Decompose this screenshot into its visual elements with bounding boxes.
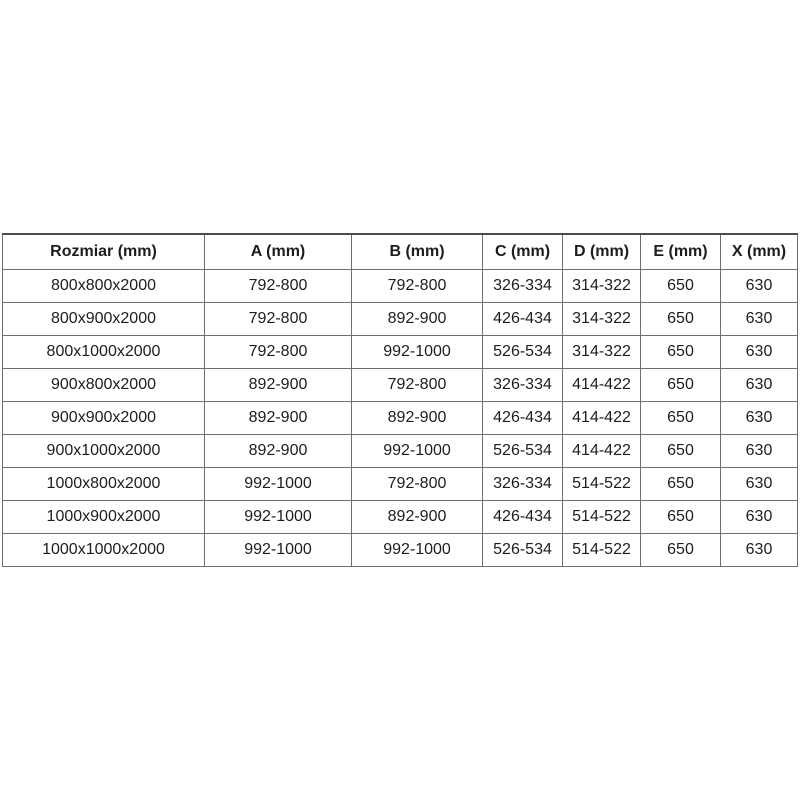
- dimension-cell: 630: [720, 401, 798, 435]
- dimension-table-container: Rozmiar (mm) A (mm) B (mm) C (mm) D (mm) E (m…: [2, 233, 798, 567]
- dimension-cell: 792-800: [351, 368, 483, 402]
- column-header: B (mm): [351, 233, 483, 270]
- size-cell: 1000x800x2000: [2, 467, 205, 501]
- dimension-cell: 992-1000: [351, 533, 483, 567]
- dimension-cell: 630: [720, 500, 798, 534]
- dimension-cell: 792-800: [351, 467, 483, 501]
- dimension-cell: 314-322: [562, 335, 641, 369]
- table-row: 900x1000x2000 892-900 992-1000 526-534 414-4…: [2, 434, 798, 468]
- column-header: Rozmiar (mm): [2, 233, 205, 270]
- size-cell: 800x1000x2000: [2, 335, 205, 369]
- dimension-cell: 426-434: [482, 500, 563, 534]
- dimension-cell: 326-334: [482, 368, 563, 402]
- dimension-cell: 650: [640, 500, 721, 534]
- dimension-cell: 650: [640, 467, 721, 501]
- table-body: 800x800x2000 792-800 792-800 326-334 314-322…: [2, 269, 798, 567]
- table-row: 1000x800x2000 992-1000 792-800 326-334 514-5…: [2, 467, 798, 501]
- dimension-cell: 992-1000: [351, 434, 483, 468]
- dimension-cell: 526-534: [482, 434, 563, 468]
- dimension-cell: 892-900: [351, 500, 483, 534]
- column-header: C (mm): [482, 233, 563, 270]
- dimension-cell: 314-322: [562, 302, 641, 336]
- dimension-cell: 792-800: [204, 335, 352, 369]
- dimension-cell: 326-334: [482, 269, 563, 303]
- dimension-cell: 650: [640, 335, 721, 369]
- dimension-cell: 992-1000: [204, 500, 352, 534]
- dimension-cell: 650: [640, 434, 721, 468]
- dimensions-table: Rozmiar (mm) A (mm) B (mm) C (mm) D (mm) E (m…: [2, 233, 798, 567]
- size-cell: 900x1000x2000: [2, 434, 205, 468]
- table-row: 800x1000x2000 792-800 992-1000 526-534 314-3…: [2, 335, 798, 369]
- dimension-cell: 992-1000: [351, 335, 483, 369]
- dimension-cell: 792-800: [351, 269, 483, 303]
- size-cell: 1000x900x2000: [2, 500, 205, 534]
- dimension-cell: 792-800: [204, 302, 352, 336]
- dimension-cell: 892-900: [351, 401, 483, 435]
- size-cell: 800x800x2000: [2, 269, 205, 303]
- dimension-cell: 630: [720, 533, 798, 567]
- dimension-cell: 650: [640, 269, 721, 303]
- dimension-cell: 892-900: [204, 434, 352, 468]
- column-header: X (mm): [720, 233, 798, 270]
- column-header: D (mm): [562, 233, 641, 270]
- dimension-cell: 630: [720, 335, 798, 369]
- dimension-cell: 514-522: [562, 533, 641, 567]
- column-header: A (mm): [204, 233, 352, 270]
- table-header-row: Rozmiar (mm) A (mm) B (mm) C (mm) D (mm) E (m…: [2, 233, 798, 270]
- dimension-cell: 792-800: [204, 269, 352, 303]
- dimension-cell: 326-334: [482, 467, 563, 501]
- table-row: 800x900x2000 792-800 892-900 426-434 314-322…: [2, 302, 798, 336]
- dimension-cell: 650: [640, 302, 721, 336]
- table-row: 1000x900x2000 992-1000 892-900 426-434 514-5…: [2, 500, 798, 534]
- dimension-cell: 650: [640, 533, 721, 567]
- table-row: 900x800x2000 892-900 792-800 326-334 414-422…: [2, 368, 798, 402]
- dimension-cell: 314-322: [562, 269, 641, 303]
- dimension-cell: 630: [720, 368, 798, 402]
- dimension-cell: 992-1000: [204, 467, 352, 501]
- dimension-cell: 414-422: [562, 401, 641, 435]
- size-cell: 900x800x2000: [2, 368, 205, 402]
- dimension-cell: 426-434: [482, 302, 563, 336]
- dimension-cell: 630: [720, 467, 798, 501]
- dimension-cell: 414-422: [562, 368, 641, 402]
- dimension-cell: 892-900: [351, 302, 483, 336]
- dimension-cell: 526-534: [482, 533, 563, 567]
- dimension-cell: 892-900: [204, 401, 352, 435]
- size-cell: 800x900x2000: [2, 302, 205, 336]
- dimension-cell: 630: [720, 302, 798, 336]
- dimension-cell: 630: [720, 434, 798, 468]
- dimension-cell: 514-522: [562, 500, 641, 534]
- size-cell: 1000x1000x2000: [2, 533, 205, 567]
- dimension-cell: 650: [640, 368, 721, 402]
- dimension-cell: 892-900: [204, 368, 352, 402]
- dimension-cell: 526-534: [482, 335, 563, 369]
- dimension-cell: 514-522: [562, 467, 641, 501]
- table-row: 1000x1000x2000 992-1000 992-1000 526-534 514…: [2, 533, 798, 567]
- table-head: Rozmiar (mm) A (mm) B (mm) C (mm) D (mm) E (m…: [2, 233, 798, 270]
- column-header: E (mm): [640, 233, 721, 270]
- size-cell: 900x900x2000: [2, 401, 205, 435]
- table-row: 900x900x2000 892-900 892-900 426-434 414-422…: [2, 401, 798, 435]
- dimension-cell: 630: [720, 269, 798, 303]
- dimension-cell: 650: [640, 401, 721, 435]
- dimension-cell: 414-422: [562, 434, 641, 468]
- dimension-cell: 426-434: [482, 401, 563, 435]
- table-row: 800x800x2000 792-800 792-800 326-334 314-322…: [2, 269, 798, 303]
- dimension-cell: 992-1000: [204, 533, 352, 567]
